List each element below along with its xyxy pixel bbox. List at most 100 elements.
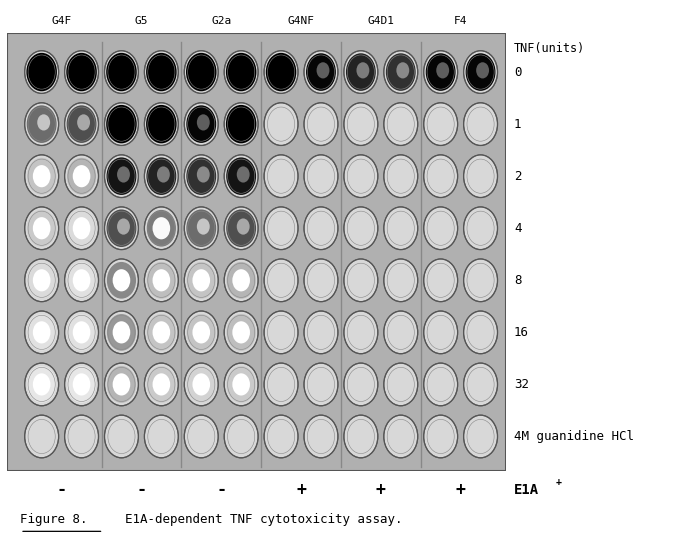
Text: +: + <box>376 482 386 499</box>
Ellipse shape <box>357 62 369 78</box>
Ellipse shape <box>424 363 458 406</box>
Ellipse shape <box>67 105 96 143</box>
Text: -: - <box>57 482 67 499</box>
Text: G4NF: G4NF <box>288 16 315 26</box>
Text: TNF(units): TNF(units) <box>514 42 585 55</box>
Ellipse shape <box>147 262 176 299</box>
Text: +: + <box>296 482 306 499</box>
Ellipse shape <box>384 363 418 406</box>
Ellipse shape <box>73 165 90 187</box>
Ellipse shape <box>264 103 298 145</box>
Ellipse shape <box>384 51 418 93</box>
Ellipse shape <box>464 415 497 458</box>
Ellipse shape <box>224 363 258 406</box>
Ellipse shape <box>107 314 136 351</box>
Ellipse shape <box>186 209 216 247</box>
Ellipse shape <box>237 167 249 182</box>
Ellipse shape <box>264 415 298 458</box>
Ellipse shape <box>25 103 59 145</box>
Text: -: - <box>216 482 226 499</box>
Ellipse shape <box>67 314 96 351</box>
Ellipse shape <box>346 53 376 91</box>
Text: 1: 1 <box>514 118 522 130</box>
Text: G4D1: G4D1 <box>367 16 394 26</box>
Text: Figure 8.: Figure 8. <box>20 513 88 526</box>
Ellipse shape <box>104 311 138 353</box>
Ellipse shape <box>344 259 378 301</box>
Ellipse shape <box>113 269 130 292</box>
Text: 4M guanidine HCl: 4M guanidine HCl <box>514 430 634 443</box>
Text: 8: 8 <box>514 274 522 287</box>
Ellipse shape <box>264 311 298 353</box>
Ellipse shape <box>66 53 97 92</box>
Ellipse shape <box>144 103 179 145</box>
Ellipse shape <box>184 207 218 249</box>
Ellipse shape <box>144 259 179 301</box>
Ellipse shape <box>304 311 338 353</box>
Ellipse shape <box>25 415 59 458</box>
Ellipse shape <box>144 415 179 458</box>
Text: 0: 0 <box>514 66 522 78</box>
Ellipse shape <box>106 157 136 195</box>
Ellipse shape <box>147 314 176 351</box>
Ellipse shape <box>144 311 179 353</box>
Ellipse shape <box>226 105 256 144</box>
Ellipse shape <box>104 207 138 249</box>
Ellipse shape <box>184 103 218 145</box>
Ellipse shape <box>344 363 378 406</box>
Ellipse shape <box>304 415 338 458</box>
Ellipse shape <box>104 103 138 145</box>
Ellipse shape <box>197 167 210 182</box>
Ellipse shape <box>187 366 216 403</box>
Ellipse shape <box>65 311 98 353</box>
Ellipse shape <box>104 51 138 93</box>
Ellipse shape <box>304 363 338 406</box>
Ellipse shape <box>424 51 458 93</box>
Ellipse shape <box>65 415 98 458</box>
Ellipse shape <box>233 373 250 396</box>
Ellipse shape <box>113 373 130 396</box>
Ellipse shape <box>264 51 298 93</box>
Ellipse shape <box>186 105 216 143</box>
Ellipse shape <box>106 105 137 144</box>
Ellipse shape <box>226 366 255 403</box>
Ellipse shape <box>264 259 298 301</box>
Ellipse shape <box>233 321 250 344</box>
Ellipse shape <box>264 207 298 249</box>
Ellipse shape <box>107 262 136 299</box>
Ellipse shape <box>157 167 170 182</box>
Text: 2: 2 <box>514 170 522 182</box>
Ellipse shape <box>104 155 138 197</box>
Ellipse shape <box>184 155 218 197</box>
Ellipse shape <box>224 207 258 249</box>
Ellipse shape <box>152 217 170 239</box>
Ellipse shape <box>144 207 179 249</box>
Ellipse shape <box>226 157 256 195</box>
Text: G2a: G2a <box>211 16 231 26</box>
Ellipse shape <box>226 53 256 92</box>
Ellipse shape <box>386 53 416 91</box>
Ellipse shape <box>27 105 57 143</box>
Ellipse shape <box>304 51 338 93</box>
Ellipse shape <box>104 259 138 301</box>
Ellipse shape <box>33 321 51 344</box>
Ellipse shape <box>27 158 56 195</box>
Ellipse shape <box>464 311 497 353</box>
Ellipse shape <box>306 53 336 91</box>
Ellipse shape <box>67 210 96 247</box>
Ellipse shape <box>187 314 216 351</box>
Text: 4: 4 <box>514 222 522 235</box>
Ellipse shape <box>197 219 210 235</box>
Ellipse shape <box>464 259 497 301</box>
Ellipse shape <box>464 51 497 93</box>
Ellipse shape <box>27 262 56 299</box>
Ellipse shape <box>33 269 51 292</box>
Text: E1A: E1A <box>514 483 539 498</box>
Ellipse shape <box>144 155 179 197</box>
Ellipse shape <box>104 415 138 458</box>
Ellipse shape <box>304 259 338 301</box>
Text: G5: G5 <box>135 16 148 26</box>
Ellipse shape <box>65 51 98 93</box>
Ellipse shape <box>146 105 177 144</box>
Ellipse shape <box>344 415 378 458</box>
